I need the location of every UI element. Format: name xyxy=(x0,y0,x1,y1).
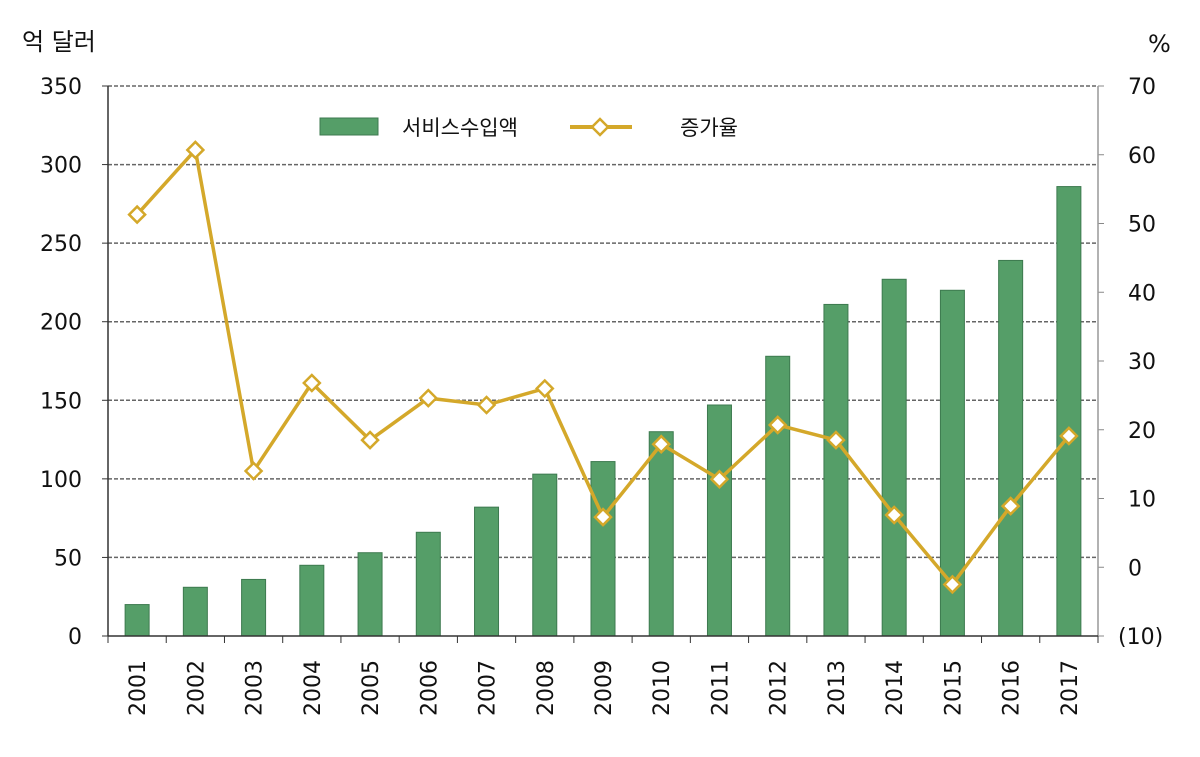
growth-point-2007 xyxy=(476,395,497,415)
left-tick-label: 250 xyxy=(40,232,82,257)
growth-point-2015 xyxy=(942,574,963,595)
growth-point-2002 xyxy=(185,140,206,160)
growth-point-2017 xyxy=(1059,426,1079,446)
growth-point-2016 xyxy=(1000,496,1021,516)
x-tick-label: 2015 xyxy=(941,660,966,716)
x-tick-label: 2013 xyxy=(825,660,850,716)
legend: 서비스수입액 증가율 xyxy=(319,116,738,140)
right-tick-label: 50 xyxy=(1128,213,1156,238)
left-tick-label: 0 xyxy=(68,625,82,650)
bar-2004 xyxy=(299,564,325,637)
growth-line xyxy=(127,140,1079,595)
x-tick-label: 2008 xyxy=(534,660,559,716)
x-tick-label: 2016 xyxy=(1000,660,1025,716)
bar-2016 xyxy=(998,259,1024,637)
x-tick-label: 2011 xyxy=(708,660,733,716)
x-tick-label: 2014 xyxy=(883,660,908,716)
bar-2011 xyxy=(706,404,732,637)
x-tick-label: 2009 xyxy=(592,660,617,716)
growth-point-2001 xyxy=(127,204,147,225)
right-axis-label: % xyxy=(1148,30,1171,58)
left-tick-label: 300 xyxy=(40,154,82,179)
growth-point-2013 xyxy=(826,430,846,450)
legend-line-label: 증가율 xyxy=(680,116,738,140)
growth-point-2009 xyxy=(593,507,613,527)
left-axis-label: 억 달러 xyxy=(22,28,96,56)
bar-2005 xyxy=(357,552,383,637)
growth-point-2006 xyxy=(418,388,439,408)
growth-point-2010 xyxy=(651,434,672,454)
x-tick-label: 2006 xyxy=(417,660,442,716)
bar-2012 xyxy=(765,355,791,637)
x-tick-label: 2017 xyxy=(1058,660,1083,716)
bar-2003 xyxy=(241,578,267,637)
growth-point-2008 xyxy=(534,378,555,399)
gridlines xyxy=(108,85,1098,559)
left-tick-label: 50 xyxy=(54,546,82,571)
bar-2001 xyxy=(124,604,150,637)
growth-point-2004 xyxy=(302,373,322,393)
axes xyxy=(102,85,1104,643)
right-tick-label: (10) xyxy=(1118,625,1163,650)
x-tick-label: 2003 xyxy=(243,660,268,716)
bar-2017 xyxy=(1056,186,1082,637)
x-tick-label: 2010 xyxy=(650,660,675,716)
x-tick-label: 2002 xyxy=(184,660,209,716)
left-tick-label: 150 xyxy=(40,389,82,414)
legend-bar-swatch xyxy=(319,117,379,136)
x-tick-label: 2005 xyxy=(359,660,384,716)
growth-point-2014 xyxy=(884,505,904,525)
bar-2009 xyxy=(590,461,616,637)
right-tick-label: 30 xyxy=(1128,350,1156,375)
left-tick-label: 200 xyxy=(40,311,82,336)
growth-point-2003 xyxy=(243,461,264,481)
growth-point-2005 xyxy=(360,430,380,450)
x-tick-label: 2001 xyxy=(126,660,151,716)
x-tick-label: 2007 xyxy=(476,660,501,716)
bar-2010 xyxy=(648,431,674,637)
bar-2006 xyxy=(415,531,441,637)
legend-diamond-marker xyxy=(590,117,610,137)
bar-2014 xyxy=(881,278,907,637)
bar-2013 xyxy=(823,303,849,637)
tick-labels: 0 50 100 150 200 250 300 350 (10) 0 10 20 30 40 50 60 70… xyxy=(40,75,1163,716)
bar-2008 xyxy=(532,473,558,637)
x-tick-label: 2012 xyxy=(767,660,792,716)
left-tick-label: 350 xyxy=(40,75,82,100)
legend-bar-label: 서비스수입액 xyxy=(402,116,518,140)
bars xyxy=(124,186,1082,637)
right-tick-label: 70 xyxy=(1128,75,1156,100)
bar-2007 xyxy=(474,506,500,637)
left-tick-label: 100 xyxy=(40,468,82,493)
growth-point-2011 xyxy=(709,469,730,490)
right-tick-label: 0 xyxy=(1128,556,1142,581)
right-tick-label: 10 xyxy=(1128,488,1156,513)
right-tick-label: 20 xyxy=(1128,419,1156,444)
right-tick-label: 40 xyxy=(1128,281,1156,306)
growth-point-2012 xyxy=(767,415,788,435)
x-tick-label: 2004 xyxy=(301,660,326,716)
bar-2002 xyxy=(182,586,208,637)
right-tick-label: 60 xyxy=(1128,144,1156,169)
